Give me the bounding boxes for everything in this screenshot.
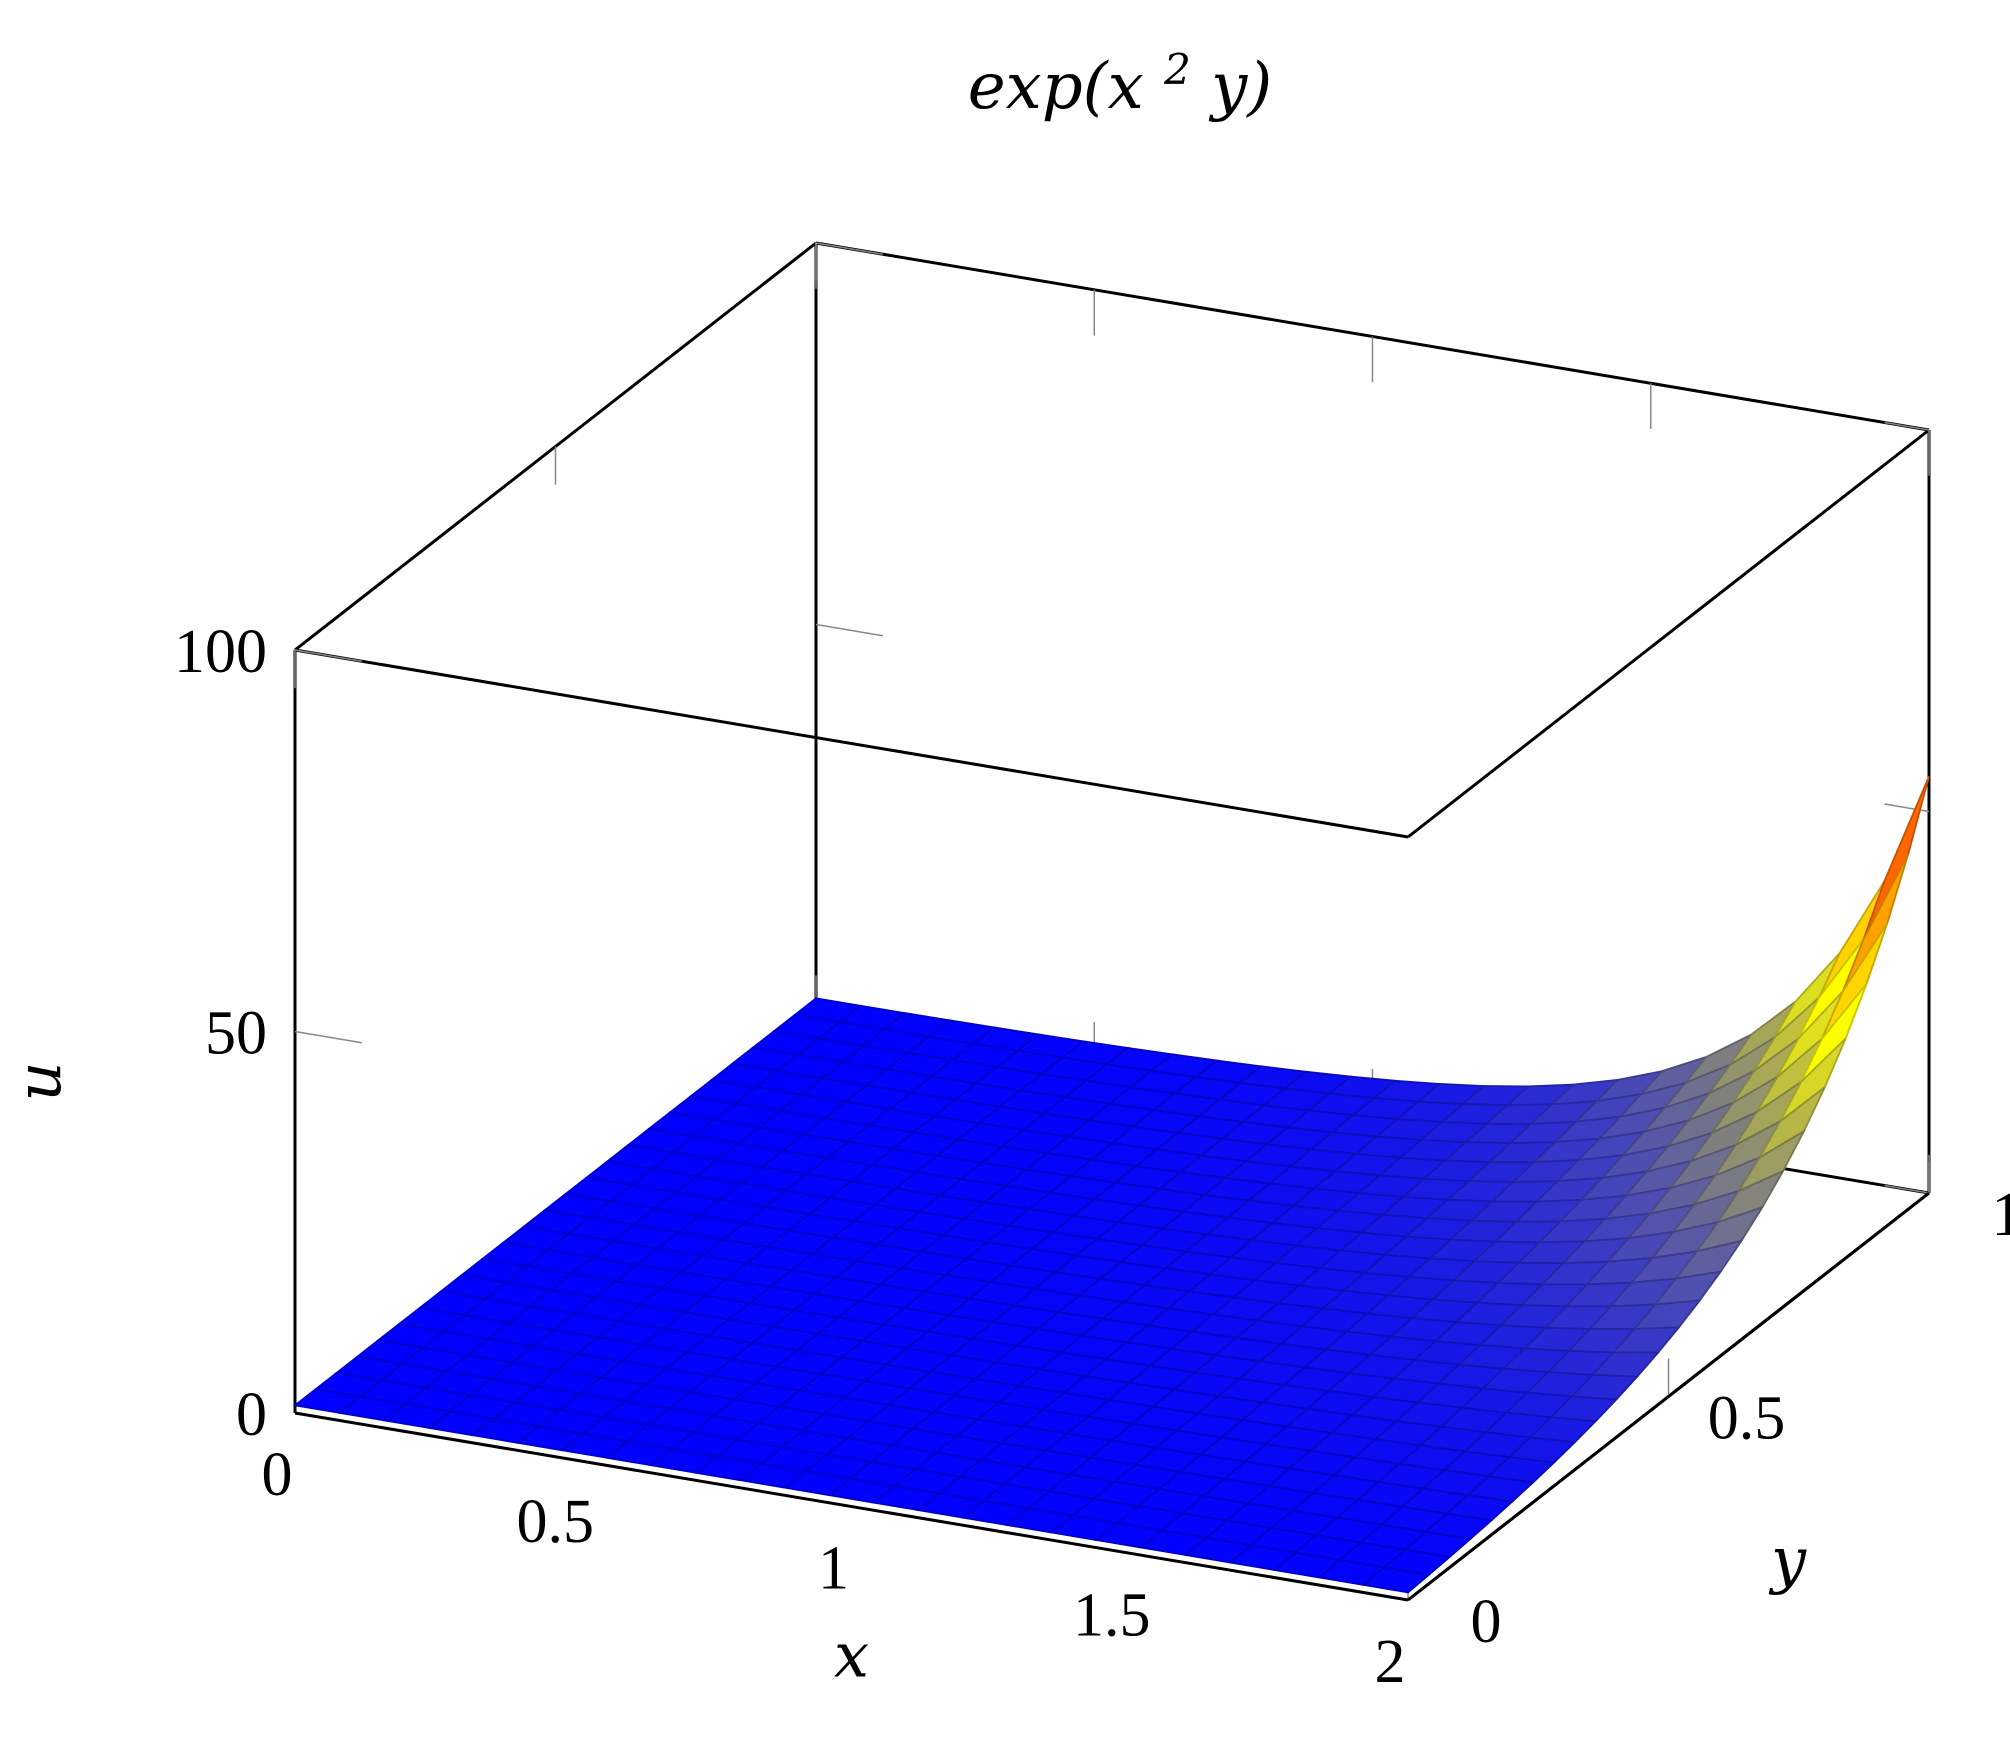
box-edge-top-right bbox=[1407, 428, 1930, 839]
y-tick-label: 1 bbox=[1992, 1181, 2010, 1249]
x-tick-label: 0.5 bbox=[517, 1488, 595, 1556]
box-edge-top-front bbox=[294, 648, 1409, 839]
z-tick-back-left bbox=[815, 623, 883, 637]
y-tick-label: 0.5 bbox=[1708, 1385, 1786, 1453]
x-axis-label: x bbox=[834, 1619, 869, 1692]
surface-cell bbox=[1361, 1566, 1431, 1594]
z-tick-back-left bbox=[815, 242, 883, 255]
front-box bbox=[294, 1191, 1930, 1602]
z-tick-label: 0 bbox=[236, 1381, 267, 1449]
y-tick-label: 0 bbox=[1471, 1588, 1502, 1656]
z-tick-back-right bbox=[1884, 803, 1930, 813]
z-tick-back-right bbox=[1884, 421, 1930, 431]
chart-title-suffix: y) bbox=[1208, 50, 1272, 124]
z-tick-label: 100 bbox=[174, 618, 267, 686]
chart-title-prefix: exp(x bbox=[968, 50, 1144, 124]
x-tick-label: 0 bbox=[262, 1441, 293, 1509]
surface-cell bbox=[1841, 853, 1910, 992]
z-tick-front-left bbox=[294, 1030, 362, 1044]
surface-cell bbox=[1862, 776, 1930, 940]
box-edge-front-bottom bbox=[294, 1411, 1409, 1602]
z-tick-label: 50 bbox=[205, 1000, 267, 1068]
chart-title: exp(x 2 y) bbox=[968, 26, 1273, 124]
chart-title-exponent: 2 bbox=[1163, 45, 1191, 94]
y-axis-label: y bbox=[1768, 1524, 1807, 1597]
x-tick-label: 2 bbox=[1375, 1628, 1406, 1696]
z-tick-back-right bbox=[1884, 1184, 1930, 1194]
surface-layer bbox=[292, 776, 1930, 1594]
box-edge-front-bottom-right-y bbox=[1407, 1191, 1930, 1602]
x-tick-label: 1.5 bbox=[1073, 1581, 1151, 1649]
z-tick-front-left bbox=[294, 649, 362, 662]
x-tick-label: 1 bbox=[818, 1535, 849, 1603]
z-axis-label: u bbox=[2, 1062, 75, 1102]
